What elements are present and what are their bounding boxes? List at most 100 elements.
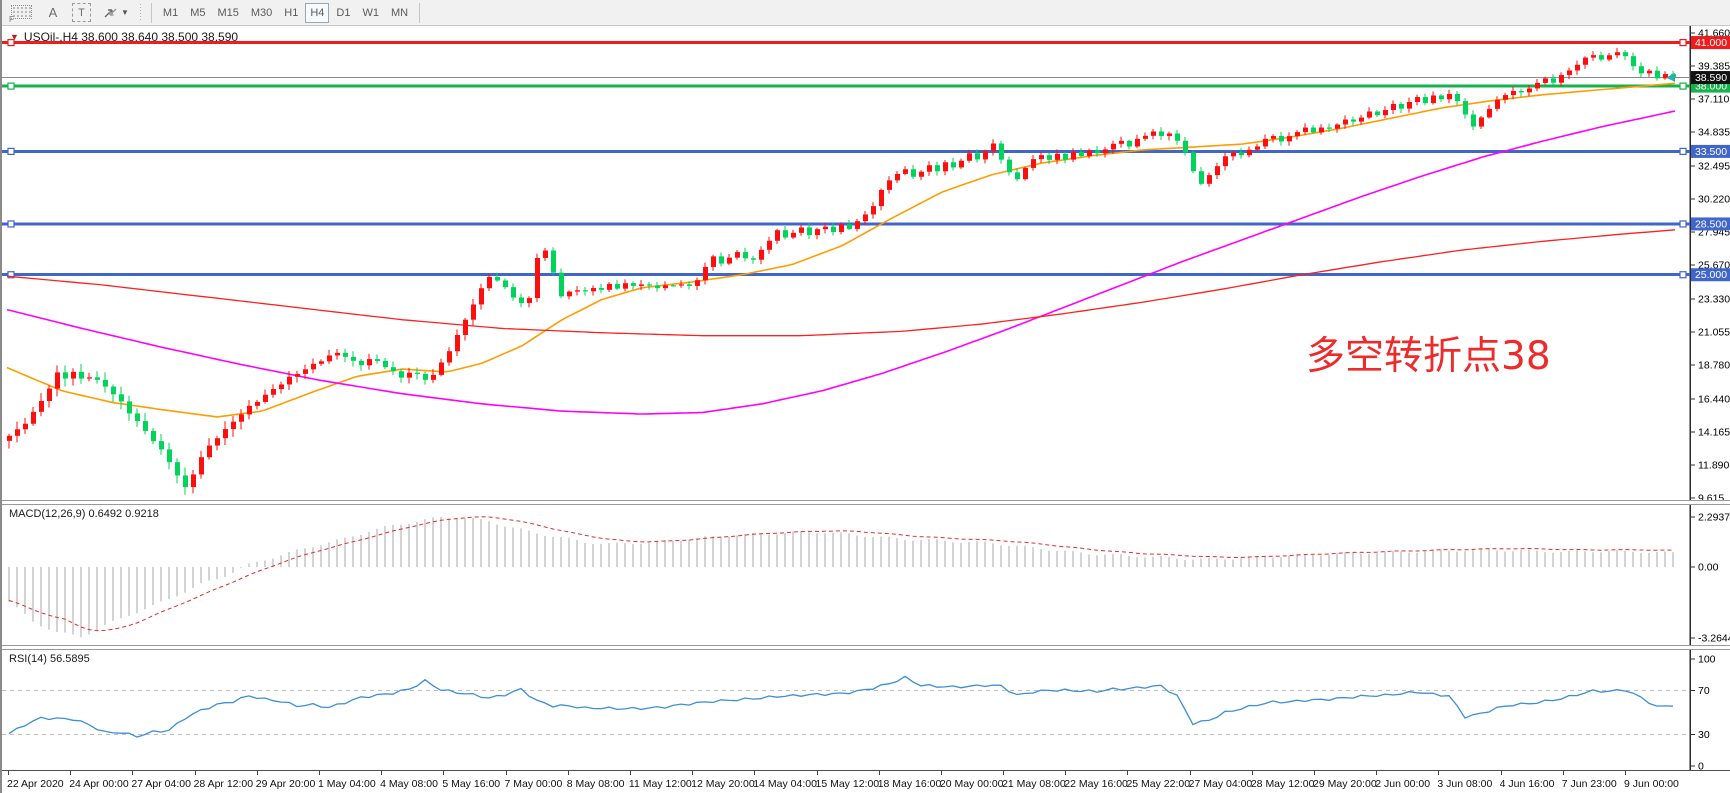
time-label: 15 May 12:00 — [815, 778, 880, 790]
svg-text:-3.2644: -3.2644 — [1698, 633, 1730, 645]
letter-t-icon: T — [72, 3, 91, 22]
panel-splitter[interactable] — [2, 645, 1730, 650]
style-tool-button[interactable]: ▼ — [98, 3, 134, 23]
time-tick — [754, 771, 756, 775]
chart-title: ▼ USOil-,H4 38.600 38.640 38.500 38.590 — [10, 30, 238, 44]
time-label: 3 Jun 08:00 — [1437, 778, 1493, 790]
dotted-grid-icon: F — [8, 4, 34, 24]
time-label: 7 May 00:00 — [504, 778, 563, 790]
hline-28.500[interactable] — [2, 220, 1690, 228]
rsi-panel[interactable]: 100 70 30 0 RSI(14) 56.5895 — [2, 650, 1730, 770]
timeframe-button-h4[interactable]: H4 — [305, 2, 330, 23]
time-tick — [567, 771, 569, 775]
time-tick — [1438, 771, 1440, 775]
hline-25.000[interactable] — [2, 271, 1690, 279]
svg-text:41.000: 41.000 — [1695, 37, 1727, 49]
toolbar-separator — [150, 2, 152, 23]
price-badge-38.590: 38.590 — [1691, 71, 1730, 85]
slow-ma-line[interactable] — [6, 229, 1676, 337]
chart-title-text: USOil-,H4 38.600 38.640 38.500 38.590 — [23, 30, 239, 44]
timeframe-button-m5[interactable]: M5 — [190, 6, 206, 19]
time-label: 8 May 08:00 — [566, 778, 625, 790]
time-label: 28 May 12:00 — [1250, 778, 1315, 790]
time-label: 22 May 16:00 — [1064, 778, 1128, 790]
time-tick — [318, 771, 320, 775]
chart-annotation[interactable]: 多空转折点38 — [1306, 334, 1551, 379]
panel-splitter[interactable] — [2, 500, 1730, 505]
time-label: 22 Apr 2020 — [7, 778, 64, 790]
time-tick — [692, 771, 694, 775]
time-label: 14 May 04:00 — [753, 778, 817, 790]
time-tick — [629, 771, 631, 775]
macd-label: MACD(12,26,9) 0.6492 0.9218 — [9, 508, 159, 520]
timeframe-button-h1[interactable]: H1 — [284, 6, 299, 19]
svg-text:9.615: 9.615 — [1698, 492, 1724, 500]
mid-ma-line[interactable] — [6, 110, 1676, 415]
time-label: 25 May 22:00 — [1126, 778, 1191, 790]
arrow-label-tool-button[interactable]: A — [41, 3, 65, 23]
time-tick — [505, 771, 507, 775]
macd-axis[interactable]: 2.2937 0.00 -3.2644 — [1690, 511, 1730, 645]
price-badge-28.500: 28.500 — [1691, 217, 1730, 231]
time-axis[interactable]: 22 Apr 2020 24 Apr 00:00 27 Apr 04:00 28 Ap… — [2, 770, 1730, 793]
hline-38.000[interactable] — [2, 82, 1690, 90]
time-tick — [1500, 771, 1502, 775]
svg-text:14.165: 14.165 — [1698, 426, 1730, 438]
svg-text:25.000: 25.000 — [1695, 269, 1727, 281]
timeframe-button-m15[interactable]: M15 — [217, 6, 239, 19]
time-tick — [1376, 771, 1378, 775]
time-tick — [940, 771, 942, 775]
timeframe-button-mn[interactable]: MN — [390, 6, 409, 19]
rsi-label: RSI(14) 56.5895 — [9, 653, 90, 665]
toolbar-separator — [419, 2, 421, 23]
time-tick — [1127, 771, 1129, 775]
svg-text:0.00: 0.00 — [1698, 562, 1719, 574]
svg-text:39.385: 39.385 — [1698, 61, 1730, 73]
time-tick — [878, 771, 880, 775]
time-label: 4 May 08:00 — [380, 778, 438, 790]
rsi-axis[interactable]: 100 70 30 0 — [1690, 654, 1716, 771]
time-label: 29 May 20:00 — [1313, 778, 1377, 790]
time-tick — [194, 771, 196, 775]
diagonal-arrows-icon — [104, 8, 117, 17]
svg-text:11.890: 11.890 — [1698, 459, 1729, 471]
time-label: 9 Jun 00:00 — [1624, 778, 1679, 790]
time-label: 18 May 16:00 — [877, 778, 942, 790]
time-label: 28 Apr 12:00 — [193, 778, 254, 790]
svg-text:70: 70 — [1698, 685, 1710, 697]
hline-41.000[interactable] — [2, 38, 1690, 47]
timeframe-button-w1[interactable]: W1 — [362, 6, 379, 19]
macd-panel[interactable]: 2.2937 0.00 -3.2644 MACD(12,26,9) 0.6492 0… — [2, 505, 1730, 645]
chart-menu-triangle-icon[interactable]: ▼ — [10, 32, 19, 42]
svg-text:21.055: 21.055 — [1698, 326, 1730, 338]
time-label: 5 May 16:00 — [442, 778, 501, 790]
letter-a-icon: A — [48, 5, 58, 20]
text-tool-button[interactable]: T — [67, 3, 96, 23]
main-chart-panel[interactable]: 41.660 39.385 37.110 34.835 32.495 30.220 27.9… — [2, 26, 1730, 500]
time-tick — [70, 771, 72, 775]
time-label: 11 May 12:00 — [628, 778, 692, 790]
time-tick — [816, 771, 818, 775]
time-label: 24 Apr 00:00 — [69, 778, 129, 790]
snap-grid-tool-button[interactable]: F — [3, 3, 39, 24]
time-tick — [1189, 771, 1191, 775]
candlesticks — [7, 47, 1676, 495]
macd-histogram — [8, 516, 1674, 638]
rsi-line — [8, 675, 1674, 738]
time-tick — [256, 771, 258, 775]
timeframe-button-d1[interactable]: D1 — [336, 6, 351, 19]
svg-text:34.835: 34.835 — [1698, 127, 1730, 139]
time-label: 20 May 00:00 — [939, 778, 1004, 790]
fast-ma-line[interactable] — [6, 82, 1676, 418]
price-badge-41.000: 41.000 — [1691, 36, 1730, 50]
svg-text:0: 0 — [1698, 761, 1704, 771]
time-label: 4 Jun 16:00 — [1499, 778, 1555, 790]
toolbar-grip[interactable] — [137, 3, 143, 22]
timeframe-button-m1[interactable]: M1 — [162, 6, 179, 19]
time-tick — [1003, 771, 1005, 775]
time-label: 2 Jun 00:00 — [1375, 778, 1431, 790]
timeframe-button-m30[interactable]: M30 — [250, 6, 273, 19]
time-tick — [1625, 771, 1626, 775]
hline-33.500[interactable] — [2, 147, 1690, 156]
